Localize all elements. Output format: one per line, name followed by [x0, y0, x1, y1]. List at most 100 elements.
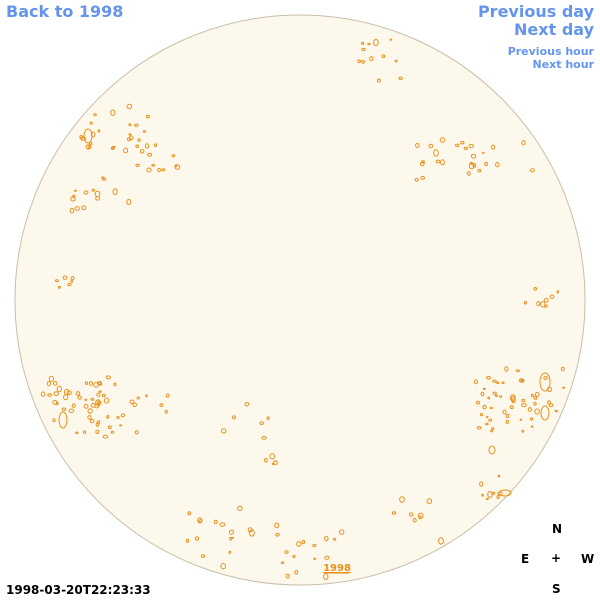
contour-speck [74, 189, 77, 192]
contour-speck [394, 59, 398, 63]
contour-speck [132, 402, 137, 408]
contour-speck [266, 416, 270, 421]
contour-speck [481, 493, 484, 497]
contour-speck [435, 159, 441, 164]
contour-speck [107, 425, 112, 430]
contour-speck [324, 555, 330, 560]
contour-speck [79, 135, 84, 140]
contour-speck [533, 287, 538, 291]
contour-speck [144, 143, 150, 149]
contour-speck [157, 167, 162, 173]
contour-speck [415, 142, 420, 149]
contour-speck [475, 400, 481, 405]
contour-speck [221, 428, 227, 434]
contour-speck [294, 570, 299, 575]
contour-speck [112, 145, 116, 149]
contour-speck [534, 391, 540, 397]
contour-speck [120, 413, 126, 418]
contour-speck [146, 167, 152, 173]
contour-speck [484, 161, 488, 166]
next-day-link[interactable]: Next day [514, 20, 594, 39]
contour-speck [409, 512, 414, 517]
contour-speck [497, 474, 501, 478]
contour-speck [69, 207, 75, 214]
contour-speck [519, 418, 523, 421]
contour-speck [228, 550, 232, 554]
contour-speck [139, 149, 145, 154]
contour-speck [219, 522, 226, 527]
contour-speck [134, 123, 139, 127]
contour-speck [361, 47, 366, 52]
contour-speck [492, 379, 497, 383]
contour-speck [504, 366, 509, 372]
contour-speck [88, 381, 94, 386]
contour-speck [101, 393, 106, 398]
contour-speck [93, 113, 97, 117]
back-to-year-link[interactable]: Back to 1998 [6, 2, 124, 21]
contour-speck [468, 162, 475, 170]
contour-speck [479, 481, 484, 487]
contour-speck [85, 144, 91, 150]
contour-speck [482, 404, 487, 410]
contour-speck [292, 554, 296, 559]
contour-speck [70, 276, 75, 281]
contour-speck [486, 376, 491, 380]
contour-loop [498, 489, 512, 497]
contour-speck [466, 171, 471, 176]
contour-speck [391, 511, 397, 515]
contour-speck [164, 409, 168, 414]
contour-speck [534, 408, 540, 415]
contour-speck [68, 408, 75, 413]
contour-speck [420, 175, 426, 180]
contour-speck [228, 529, 234, 535]
contour-speck [549, 294, 555, 299]
solar-disk [14, 14, 586, 586]
contour-speck [543, 376, 548, 380]
contour-speck [83, 190, 89, 195]
previous-hour-link[interactable]: Previous hour [507, 45, 594, 58]
contour-speck [560, 366, 565, 372]
contour-speck [126, 137, 132, 142]
contour-speck [89, 418, 95, 424]
contour-speck [194, 536, 200, 541]
contour-speck [98, 390, 102, 393]
contour-speck [485, 422, 489, 426]
contour-speck [52, 418, 56, 423]
contour-speck [296, 541, 302, 547]
contour-speck [116, 415, 120, 420]
contour-speck [61, 407, 67, 411]
contour-speck [84, 381, 89, 386]
contour-speck [460, 141, 465, 145]
contour-speck [47, 393, 52, 397]
contour-speck [46, 381, 52, 387]
compass-west: W [581, 552, 595, 566]
contour-speck [237, 505, 243, 512]
contour-speck [275, 532, 280, 537]
contour-speck [530, 393, 535, 398]
contour-speck [145, 394, 148, 398]
contour-speck [146, 114, 150, 119]
contour-speck [412, 518, 417, 523]
contour-speck [428, 143, 434, 149]
contour-speck [439, 137, 446, 143]
contour-speck [301, 539, 306, 545]
contour-speck [81, 205, 87, 211]
contour-speck [502, 409, 507, 415]
contour-speck [482, 151, 485, 154]
contour-speck [398, 76, 403, 81]
contour-speck [94, 190, 101, 198]
contour-speck [518, 378, 525, 383]
contour-speck [463, 146, 469, 150]
contour-speck [53, 381, 58, 386]
contour-speck [75, 431, 79, 435]
previous-day-link[interactable]: Previous day [477, 2, 594, 21]
contour-speck [128, 123, 132, 127]
contour-speck [90, 131, 96, 138]
year-link[interactable]: 1998 [323, 563, 351, 574]
contour-speck [360, 41, 365, 45]
contour-speck [494, 394, 498, 397]
compass-east: E [521, 552, 530, 566]
next-hour-link[interactable]: Next hour [532, 58, 595, 71]
contour-loop [540, 405, 550, 421]
